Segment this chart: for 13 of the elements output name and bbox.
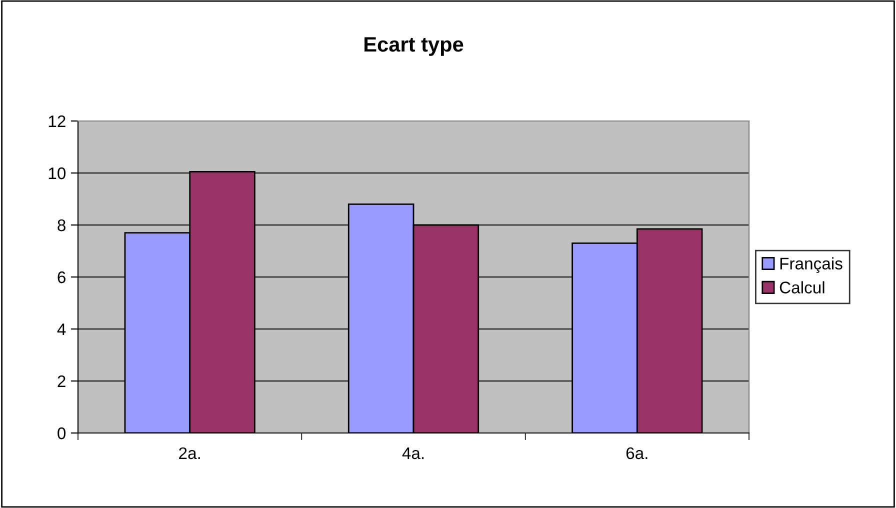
y-tick-label: 2 xyxy=(58,375,66,388)
y-tick-label: 6 xyxy=(58,271,66,284)
x-tick-label: 4a. xyxy=(402,448,424,460)
legend-label: Français xyxy=(780,257,842,273)
y-tick-label: 0 xyxy=(58,427,66,440)
y-tick-label: 4 xyxy=(57,324,66,336)
x-tick-label: 6a. xyxy=(626,447,648,460)
x-tick-label: 2a. xyxy=(179,447,200,460)
y-tick-label: 12 xyxy=(48,115,66,128)
legend-label: Calcul xyxy=(780,281,824,294)
y-tick-label: 8 xyxy=(58,219,66,232)
chart-title: Ecart type xyxy=(364,37,464,56)
y-tick-label: 10 xyxy=(48,167,66,180)
